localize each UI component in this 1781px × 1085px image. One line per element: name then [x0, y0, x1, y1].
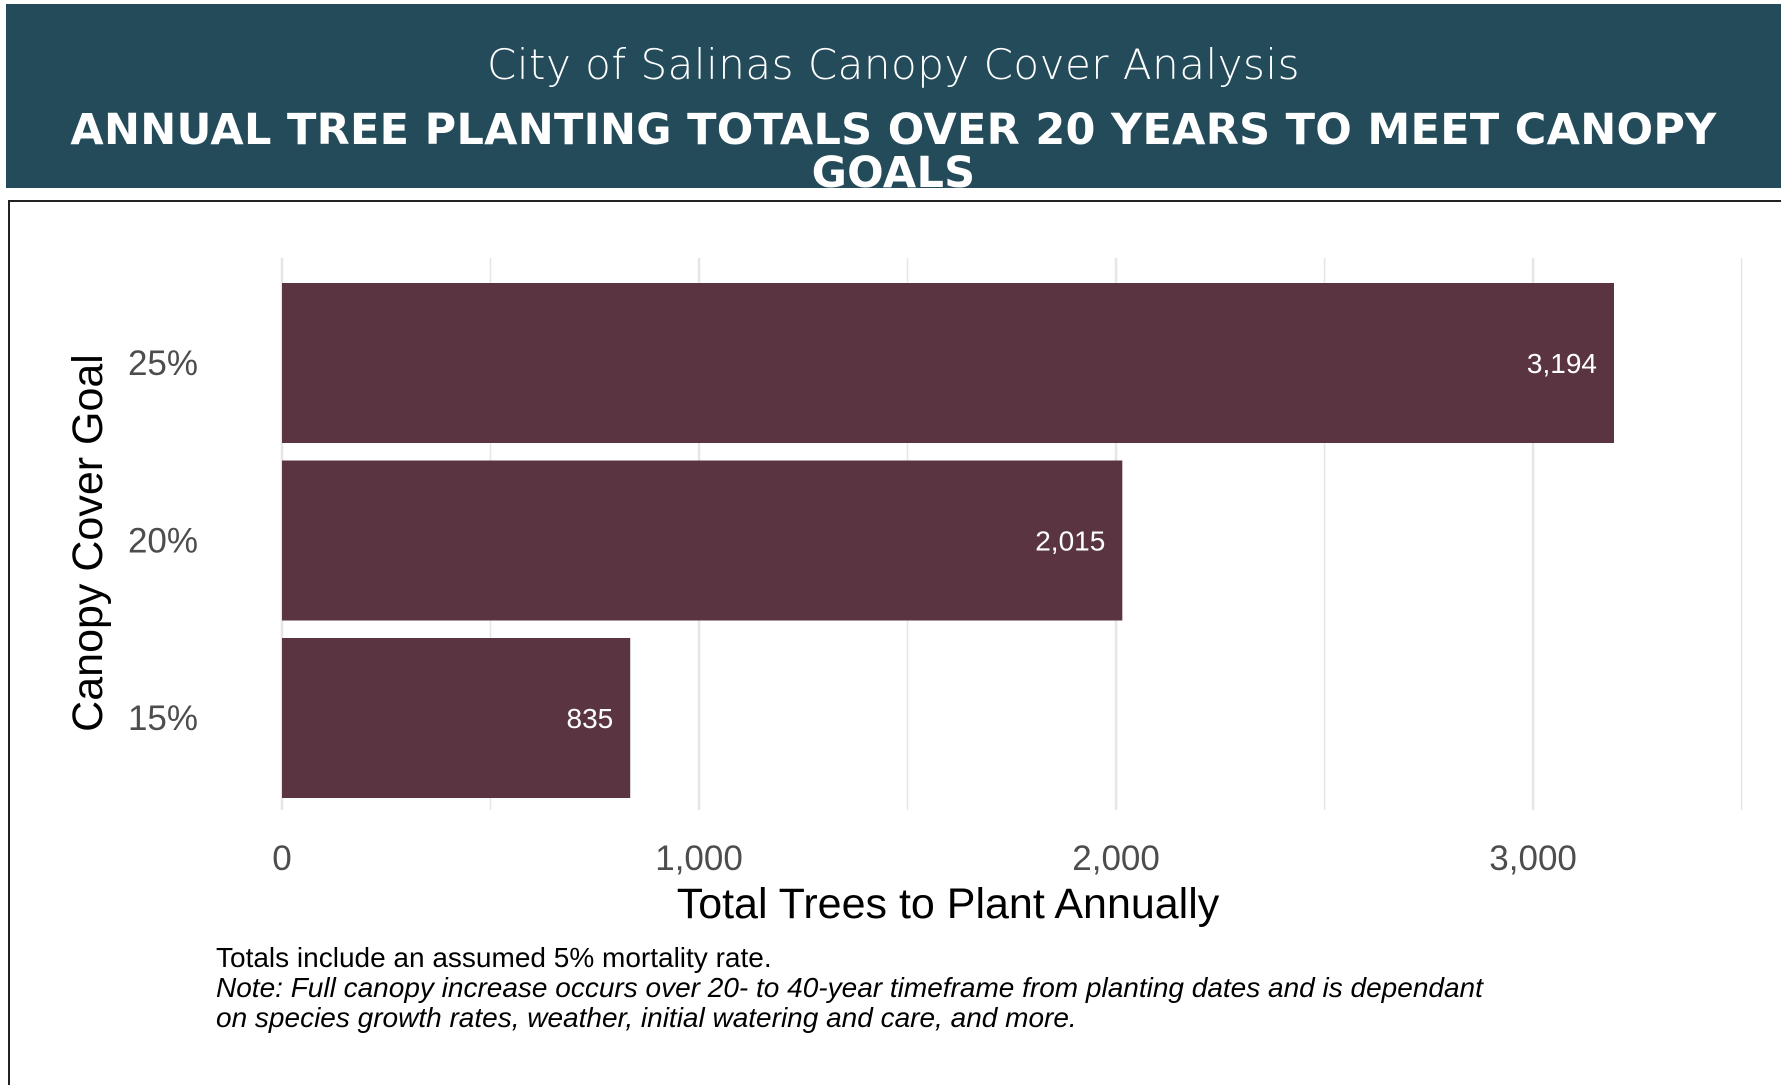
bar-value-label: 2,015: [1035, 526, 1105, 557]
x-tick-label: 3,000: [1489, 839, 1577, 878]
y-axis-title: Canopy Cover Goal: [64, 354, 112, 732]
chart-subtitle: City of Salinas Canopy Cover Analysis: [487, 40, 1300, 89]
y-tick-label: 20%: [128, 522, 198, 561]
x-tick-label: 2,000: [1072, 839, 1160, 878]
y-tick-label: 25%: [128, 344, 198, 383]
chart-title: ANNUAL TREE PLANTING TOTALS OVER 20 YEAR…: [70, 105, 1717, 198]
mortality-note: Totals include an assumed 5% mortality r…: [216, 942, 772, 973]
bar-25pct: [282, 283, 1614, 443]
chart-notes: Totals include an assumed 5% mortality r…: [216, 943, 1716, 1033]
canopy-note-line1: Note: Full canopy increase occurs over 2…: [216, 972, 1483, 1003]
bar-15pct: [282, 638, 631, 798]
canopy-note-line2: on species growth rates, weather, initia…: [216, 1002, 1077, 1033]
x-tick-label: 1,000: [655, 839, 743, 878]
labels: 3,194 25% 2,015 20% 835 15% 0 1,000 2,000 3,000 To…: [64, 344, 1597, 928]
x-axis-title: Total Trees to Plant Annually: [677, 880, 1220, 928]
bar-value-label: 835: [567, 703, 614, 734]
bar-20pct: [282, 460, 1123, 621]
bars: [282, 283, 1614, 798]
x-tick-label: 0: [272, 839, 291, 878]
y-tick-label: 15%: [128, 699, 198, 738]
bar-value-label: 3,194: [1527, 348, 1597, 379]
header-banner: City of Salinas Canopy Cover Analysis AN…: [6, 4, 1781, 195]
